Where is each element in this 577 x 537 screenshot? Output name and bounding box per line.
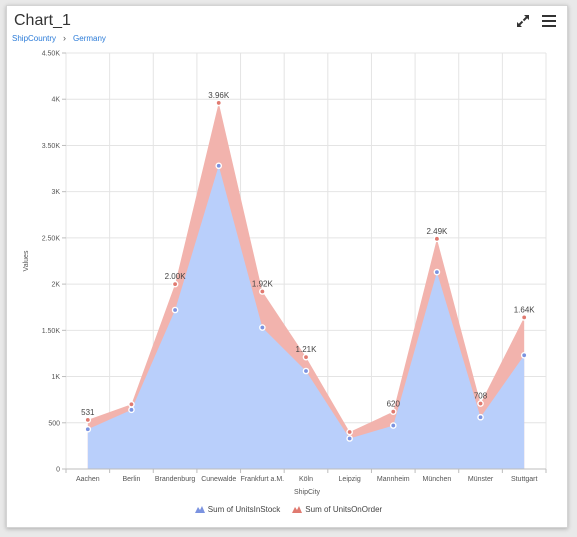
data-label: 1.64K: [514, 305, 536, 314]
data-point[interactable]: [215, 99, 223, 107]
data-label: 531: [81, 408, 95, 417]
x-tick-label: Berlin: [123, 476, 141, 483]
x-tick-label: Cunewalde: [201, 476, 236, 483]
chevron-right-icon: ›: [63, 33, 67, 43]
legend-label: Sum of UnitsOnOrder: [305, 505, 383, 514]
data-point[interactable]: [84, 416, 92, 424]
y-tick-label: 3.50K: [42, 143, 61, 150]
breadcrumb-item-shipcountry[interactable]: ShipCountry: [12, 33, 57, 43]
x-tick-label: München: [423, 476, 452, 483]
data-point[interactable]: [520, 314, 528, 321]
chart-title: Chart_1: [14, 12, 71, 29]
x-tick-label: Aachen: [76, 476, 100, 483]
data-label: 2.00K: [165, 272, 187, 281]
x-axis-ticks: Aachen Berlin Brandenburg Cunewalde Frankfur…: [65, 468, 547, 483]
y-tick-label: 500: [48, 420, 60, 427]
data-point[interactable]: [346, 428, 353, 436]
area-swatch-icon: [292, 506, 303, 513]
x-tick-label: Münster: [468, 476, 494, 483]
data-point[interactable]: [389, 422, 397, 429]
data-point[interactable]: [346, 435, 353, 442]
y-axis-ticks: 0 500 1K 1.50K 2K 2.50K 3K 3.50K 4K 4.50K: [42, 51, 66, 474]
data-point[interactable]: [520, 351, 528, 359]
data-point[interactable]: [433, 235, 441, 243]
breadcrumb-item-germany[interactable]: Germany: [73, 33, 106, 43]
x-tick-label: Frankfurt a.M.: [241, 476, 285, 483]
data-labels: 531 2.00K 3.96K 1.92K 1.21K 620 2.49K 708 1.64K: [81, 91, 535, 417]
data-point[interactable]: [128, 400, 135, 408]
data-point[interactable]: [171, 306, 179, 314]
data-point[interactable]: [259, 288, 266, 295]
data-point[interactable]: [302, 367, 310, 375]
menu-icon[interactable]: [541, 13, 557, 29]
y-tick-label: 2.50K: [42, 235, 61, 242]
data-point[interactable]: [215, 162, 223, 170]
legend: Sum of UnitsInStock Sum of UnitsOnOrder: [0, 505, 577, 514]
data-point[interactable]: [433, 268, 441, 276]
y-tick-label: 1.50K: [42, 328, 61, 335]
data-point[interactable]: [477, 413, 484, 421]
data-point[interactable]: [302, 353, 310, 361]
legend-item-unitsonorder[interactable]: Sum of UnitsOnOrder: [292, 505, 382, 514]
x-axis-title: ShipCity: [294, 489, 321, 496]
legend-item-unitsinstock[interactable]: Sum of UnitsInStock: [194, 505, 281, 514]
series-area-0[interactable]: [87, 165, 525, 469]
area-swatch-icon: [194, 506, 205, 513]
x-tick-label: Stuttgart: [511, 476, 538, 483]
y-axis-title: Values: [23, 250, 30, 271]
y-tick-label: 4K: [51, 97, 60, 104]
data-label: 3.96K: [208, 91, 230, 100]
y-tick-label: 3K: [51, 189, 60, 196]
x-tick-label: Leipzig: [339, 476, 361, 483]
series-areas: [87, 102, 525, 470]
data-point[interactable]: [171, 280, 179, 288]
y-tick-label: 4.50K: [42, 51, 61, 58]
y-tick-label: 2K: [51, 282, 60, 289]
y-tick-label: 1K: [51, 374, 60, 381]
x-tick-label: Brandenburg: [155, 476, 196, 483]
data-label: 620: [387, 400, 401, 409]
y-tick-label: 0: [56, 467, 60, 474]
data-point[interactable]: [128, 406, 135, 414]
data-label: 1.92K: [252, 280, 274, 289]
x-tick-label: Köln: [299, 476, 313, 483]
data-label: 708: [474, 392, 488, 401]
x-tick-label: Mannheim: [377, 476, 410, 483]
legend-label: Sum of UnitsInStock: [207, 505, 281, 514]
data-point[interactable]: [259, 324, 266, 331]
breadcrumb: ShipCountry › Germany: [12, 33, 106, 43]
data-point[interactable]: [477, 400, 484, 407]
series-markers: [84, 99, 528, 442]
data-point[interactable]: [389, 408, 397, 415]
data-point[interactable]: [84, 425, 92, 433]
expand-icon[interactable]: [515, 13, 531, 29]
data-label: 1.21K: [296, 345, 318, 354]
data-label: 2.49K: [426, 227, 448, 236]
